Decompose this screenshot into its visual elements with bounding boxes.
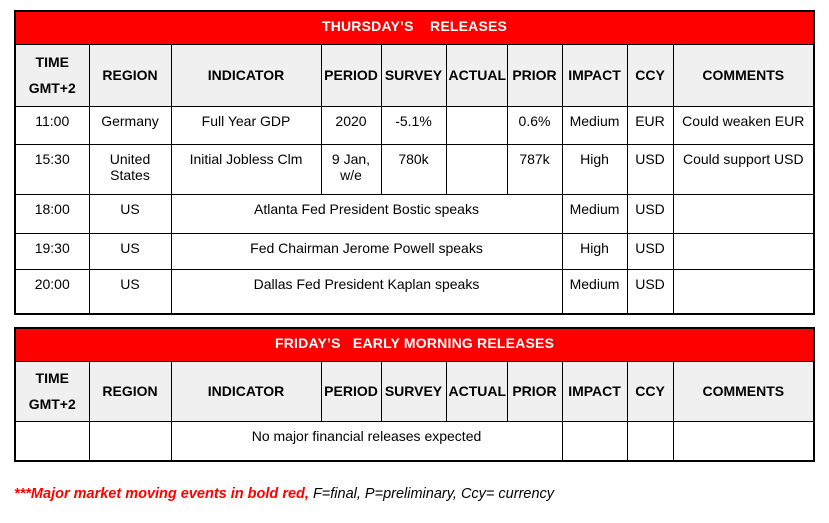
column-header-region: REGION [88, 43, 172, 107]
cell-time: 20:00 [14, 268, 90, 315]
cell-event: Dallas Fed President Kaplan speaks [170, 268, 563, 315]
thursday-table-title: THURSDAY’S RELEASES [14, 10, 815, 45]
column-header-comments: COMMENTS [672, 360, 815, 422]
cell-impact [561, 420, 628, 462]
cell-region: Germany [88, 105, 172, 145]
table-row: 11:00 Germany Full Year GDP 2020 -5.1% 0… [14, 105, 815, 145]
table-row: 20:00 US Dallas Fed President Kaplan spe… [14, 268, 815, 315]
column-header-actual: ACTUAL [445, 43, 508, 107]
cell-survey: -5.1% [380, 105, 447, 145]
cell-event: No major financial releases expected [170, 420, 563, 462]
cell-comments [672, 420, 815, 462]
cell-comments [672, 268, 815, 315]
cell-ccy: USD [626, 268, 674, 315]
cell-indicator: Full Year GDP [170, 105, 322, 145]
footnote-bold-red-text: ***Major market moving events in bold re… [14, 486, 309, 502]
column-header-impact: IMPACT [561, 43, 628, 107]
column-header-region: REGION [88, 360, 172, 422]
cell-event: Fed Chairman Jerome Powell speaks [170, 232, 563, 270]
friday-table-title: FRIDAY’S EARLY MORNING RELEASES [14, 327, 815, 362]
column-header-prior: PRIOR [506, 360, 563, 422]
cell-time: 11:00 [14, 105, 90, 145]
cell-actual [445, 143, 508, 195]
cell-indicator: Initial Jobless Clm [170, 143, 322, 195]
column-header-time: TIME GMT+2 [14, 360, 90, 422]
column-header-indicator: INDICATOR [170, 360, 322, 422]
cell-region: US [88, 268, 172, 315]
table-gap [14, 315, 829, 327]
table-row: 19:30 US Fed Chairman Jerome Powell spea… [14, 232, 815, 270]
cell-ccy: USD [626, 232, 674, 270]
cell-time: 15:30 [14, 143, 90, 195]
footnote: ***Major market moving events in bold re… [14, 486, 829, 502]
cell-ccy: USD [626, 193, 674, 234]
column-header-impact: IMPACT [561, 360, 628, 422]
column-header-period: PERIOD [320, 43, 382, 107]
cell-survey: 780k [380, 143, 447, 195]
column-header-actual: ACTUAL [445, 360, 508, 422]
cell-region: US [88, 232, 172, 270]
column-header-period: PERIOD [320, 360, 382, 422]
cell-prior: 787k [506, 143, 563, 195]
cell-time: 18:00 [14, 193, 90, 234]
column-header-ccy: CCY [626, 43, 674, 107]
page: THURSDAY’S RELEASES TIME GMT+2 REGION IN… [14, 10, 829, 502]
column-header-prior: PRIOR [506, 43, 563, 107]
cell-region: United States [88, 143, 172, 195]
thursday-banner-row: THURSDAY’S RELEASES [14, 10, 815, 45]
column-header-ccy: CCY [626, 360, 674, 422]
cell-comments [672, 193, 815, 234]
cell-period: 2020 [320, 105, 382, 145]
cell-region: US [88, 193, 172, 234]
cell-impact: High [561, 143, 628, 195]
cell-region [88, 420, 172, 462]
footnote-legend-text: F=final, P=preliminary, Ccy= currency [308, 486, 555, 502]
column-header-indicator: INDICATOR [170, 43, 322, 107]
cell-event: Atlanta Fed President Bostic speaks [170, 193, 563, 234]
cell-comments: Could support USD [672, 143, 815, 195]
cell-comments [672, 232, 815, 270]
column-header-time: TIME GMT+2 [14, 43, 90, 107]
cell-ccy [626, 420, 674, 462]
time-header-line2: GMT+2 [28, 396, 76, 412]
cell-period: 9 Jan, w/e [320, 143, 382, 195]
time-header-line1: TIME [35, 370, 69, 386]
table-row: 15:30 United States Initial Jobless Clm … [14, 143, 815, 195]
cell-impact: Medium [561, 268, 628, 315]
column-header-survey: SURVEY [380, 360, 447, 422]
friday-releases-table: FRIDAY’S EARLY MORNING RELEASES TIME GMT… [14, 327, 816, 462]
cell-impact: Medium [561, 193, 628, 234]
cell-ccy: EUR [626, 105, 674, 145]
time-header-line2: GMT+2 [28, 80, 76, 96]
column-header-survey: SURVEY [380, 43, 447, 107]
table-row: No major financial releases expected [14, 420, 815, 462]
thursday-header-row: TIME GMT+2 REGION INDICATOR PERIOD SURVE… [14, 43, 815, 107]
cell-impact: Medium [561, 105, 628, 145]
cell-impact: High [561, 232, 628, 270]
cell-actual [445, 105, 508, 145]
time-header-line1: TIME [35, 54, 69, 70]
table-row: 18:00 US Atlanta Fed President Bostic sp… [14, 193, 815, 234]
column-header-comments: COMMENTS [672, 43, 815, 107]
cell-ccy: USD [626, 143, 674, 195]
thursday-releases-table: THURSDAY’S RELEASES TIME GMT+2 REGION IN… [14, 10, 816, 315]
cell-prior: 0.6% [506, 105, 563, 145]
friday-header-row: TIME GMT+2 REGION INDICATOR PERIOD SURVE… [14, 360, 815, 422]
cell-time: 19:30 [14, 232, 90, 270]
friday-banner-row: FRIDAY’S EARLY MORNING RELEASES [14, 327, 815, 362]
cell-comments: Could weaken EUR [672, 105, 815, 145]
cell-time [14, 420, 90, 462]
